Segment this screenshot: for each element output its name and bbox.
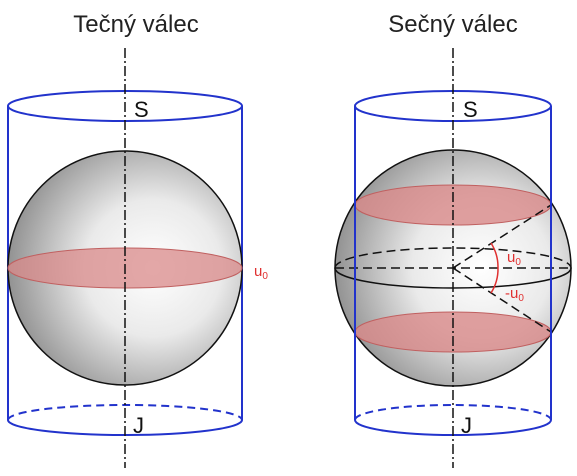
- secant-cylinder: Sečný válec S J u0 -u0: [334, 11, 572, 468]
- north-label: S: [134, 97, 149, 122]
- subscript: 0: [518, 293, 524, 304]
- angle-label: u0: [254, 263, 268, 282]
- angle-label: -u0: [505, 285, 524, 304]
- title: Tečný válec: [73, 11, 198, 38]
- subscript: 0: [262, 271, 268, 282]
- angle-arc: [490, 267, 499, 294]
- south-label: J: [133, 413, 144, 438]
- tangent-cylinder: Tečný válec S J u0: [7, 11, 268, 468]
- angle-label: u0: [507, 249, 521, 268]
- title: Sečný válec: [388, 11, 517, 38]
- north-label: S: [463, 97, 478, 122]
- ray: [452, 204, 552, 269]
- cylinder-bottom-back: [7, 404, 243, 421]
- south-label: J: [461, 413, 472, 438]
- subscript: 0: [515, 257, 521, 268]
- equator-back: [334, 247, 572, 269]
- symbol: -u: [505, 285, 518, 302]
- ray: [452, 267, 552, 333]
- cylinder-bottom-back: [354, 404, 552, 421]
- angle-arc: [490, 242, 499, 269]
- symbol: u: [507, 249, 515, 266]
- symbol: u: [254, 263, 262, 280]
